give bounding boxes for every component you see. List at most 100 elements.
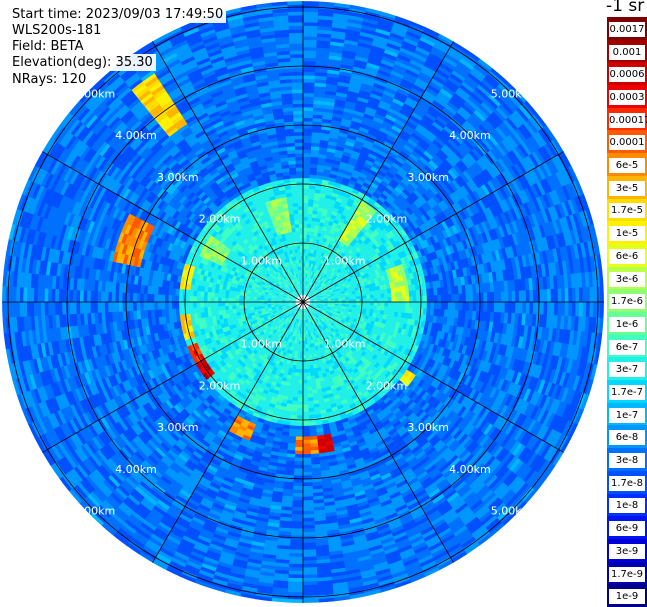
range-gate (451, 294, 456, 303)
range-gate (376, 293, 382, 299)
range-gate (398, 296, 403, 303)
range-gate (315, 57, 330, 63)
range-gate (409, 302, 414, 309)
range-gate (303, 174, 311, 179)
range-gate (305, 354, 309, 359)
range-gate (303, 1, 320, 6)
range-gate (568, 302, 573, 317)
range-gate (345, 297, 350, 300)
range-gate (317, 22, 333, 28)
range-gate (302, 425, 310, 430)
range-gate (380, 293, 385, 299)
range-gate (303, 181, 310, 186)
range-gate (546, 289, 552, 303)
range-gate (511, 290, 516, 303)
range-gate (539, 289, 545, 303)
range-gate (303, 14, 319, 20)
range-gate (303, 75, 316, 80)
range-gate (302, 570, 318, 575)
range-gate (302, 390, 308, 395)
range-gate (302, 567, 318, 572)
range-gate (304, 337, 308, 342)
range-gate (423, 302, 428, 309)
range-gate (518, 302, 523, 315)
range-gate (511, 302, 516, 314)
range-gate (504, 302, 509, 314)
range-gate (308, 195, 315, 200)
range-gate (311, 128, 322, 134)
range-gate (302, 468, 312, 473)
range-gate (303, 50, 317, 55)
range-gate (462, 293, 467, 303)
range-gate (561, 288, 566, 303)
range-gate (302, 436, 311, 441)
range-gate (315, 50, 330, 56)
range-gate (384, 302, 389, 307)
range-gate (309, 170, 318, 176)
range-gate (575, 302, 580, 318)
range-gate (300, 347, 303, 352)
range-gate (303, 82, 316, 87)
range-gate (312, 121, 323, 127)
range-gate (412, 302, 417, 309)
range-gate (352, 296, 357, 300)
range-gate (387, 297, 392, 303)
range-gate (529, 289, 534, 303)
range-gate (585, 286, 591, 303)
range-gate (303, 71, 316, 76)
range-gate (362, 295, 367, 300)
range-gate (338, 297, 343, 301)
range-gate (490, 302, 495, 313)
range-gate (312, 114, 324, 119)
range-gate (302, 549, 317, 554)
range-gate (303, 57, 317, 62)
range-gate (302, 581, 318, 586)
range-gate (500, 291, 506, 303)
range-gate (387, 302, 392, 307)
range-gate (370, 302, 375, 306)
range-gate (302, 552, 317, 558)
range-gate (303, 103, 314, 108)
range-gate (308, 185, 316, 190)
range-gate (302, 432, 311, 437)
range-gate (303, 160, 311, 165)
range-gate (557, 288, 562, 303)
range-gate (302, 499, 314, 505)
range-gate (302, 588, 319, 593)
range-gate (302, 514, 315, 519)
range-gate (522, 302, 527, 315)
range-gate (313, 89, 326, 95)
range-gate (359, 302, 364, 306)
range-gate (561, 302, 566, 317)
range-gate (302, 408, 309, 413)
range-gate (341, 297, 346, 301)
range-gate (306, 379, 312, 384)
range-gate (307, 397, 314, 402)
range-gate (302, 471, 313, 476)
range-gate (309, 174, 317, 179)
range-gate (578, 302, 583, 318)
range-gate (302, 464, 312, 469)
range-gate (303, 227, 308, 232)
range-gate (309, 167, 318, 172)
range-gate (390, 306, 396, 312)
range-gate (430, 302, 435, 310)
range-gate (592, 302, 598, 319)
range-gate (308, 192, 315, 197)
range-gate (447, 294, 452, 303)
range-gate (303, 128, 313, 133)
range-gate (384, 297, 389, 303)
range-gate (401, 296, 406, 303)
range-gate (303, 43, 318, 48)
range-gate (307, 220, 312, 225)
range-gate (419, 302, 424, 309)
range-gate (313, 103, 325, 109)
range-gate (469, 302, 474, 312)
range-gate (300, 351, 303, 356)
range-gate (362, 305, 367, 309)
range-gate (444, 294, 449, 303)
range-gate (314, 75, 328, 81)
range-gate (303, 53, 317, 59)
range-gate (564, 302, 569, 317)
range-gate (302, 503, 314, 508)
